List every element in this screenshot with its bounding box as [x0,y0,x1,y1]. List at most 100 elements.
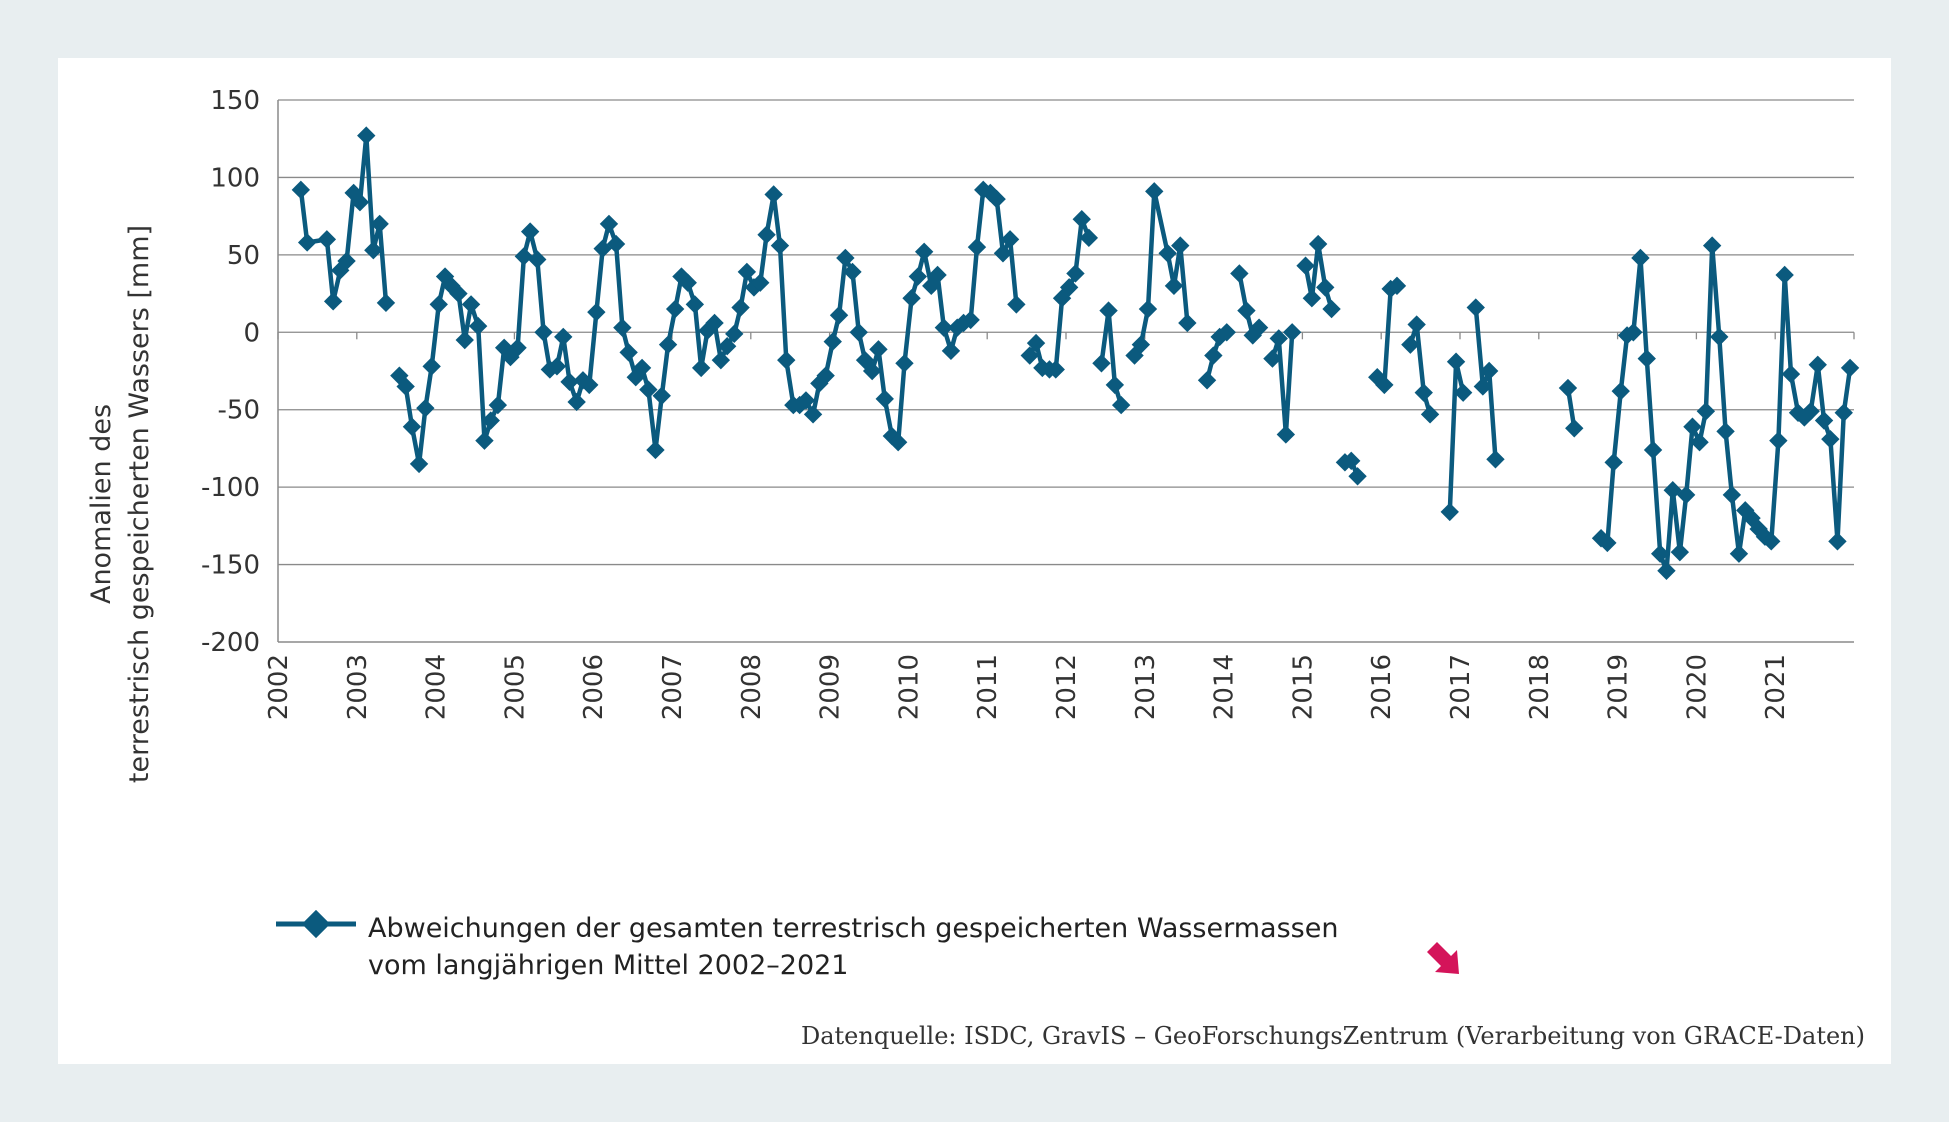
x-tick-label: 2009 [816,654,846,720]
data-point [764,185,783,204]
x-tick-label: 2013 [1131,654,1161,720]
data-point [461,295,481,314]
data-point [928,265,947,285]
data-point [717,337,737,356]
x-tick-label: 2018 [1525,654,1555,720]
data-point [1637,349,1656,368]
data-point [967,237,987,257]
series-points [291,126,1860,580]
x-tick-label: 2014 [1210,654,1240,720]
data-point [1604,453,1623,472]
data-point [1420,405,1440,424]
y-tick-label: 150 [210,86,260,116]
data-point [1007,295,1026,314]
data-point [1171,236,1190,255]
data-point [1269,329,1288,348]
data-point [914,242,934,261]
x-tick-label: 2015 [1288,654,1318,720]
data-point [849,323,868,342]
data-point [1059,278,1079,297]
data-point [409,454,429,474]
data-point [488,395,508,415]
data-point [475,431,494,450]
data-point [534,323,553,342]
data-point [323,292,343,311]
data-point [796,391,816,410]
legend-swatch [276,910,356,939]
data-point [1598,533,1617,553]
series-line [1447,359,1466,512]
x-tick-labels: 2002 2003 2004 2005 2006 2007 2008 2009 2010 2011… [264,654,1791,720]
data-point [560,372,579,392]
data-point [1729,544,1749,563]
data-point [691,358,711,378]
series-lines [298,133,1853,574]
data-point [757,225,776,244]
data-point [1000,230,1020,249]
data-point [455,330,474,350]
data-point [934,318,954,337]
y-axis-label-line1: Anomalien des [86,404,117,604]
data-point [1046,360,1065,379]
data-point [1342,451,1361,471]
data-point [1308,234,1328,254]
data-point [770,236,790,255]
x-tick-label: 2016 [1367,654,1397,720]
data-point [843,262,862,282]
x-tick-label: 2017 [1446,654,1476,720]
series-line [1473,307,1498,460]
data-point [1072,210,1091,229]
series-line [1408,322,1433,416]
data-point [725,324,744,344]
data-point [829,306,849,325]
data-point [1204,346,1223,365]
legend-label: Abweichungen der gesamten terrestrisch g… [368,910,1338,984]
data-point [1217,323,1236,342]
x-tick-label: 2021 [1761,654,1791,720]
data-point [1828,532,1847,551]
data-point [567,392,586,412]
y-tick-label: -50 [218,396,260,426]
data-point [1079,228,1099,248]
data-point [1446,352,1466,371]
x-tick-label: 2004 [422,654,452,720]
data-point [908,267,928,286]
data-point [737,262,757,282]
axes [277,100,1855,643]
data-point [1775,265,1794,285]
x-tick-label: 2003 [343,654,373,720]
data-point [429,295,448,314]
data-point [888,433,908,452]
data-point [364,241,383,260]
data-point [1249,318,1269,337]
x-tick-label: 2008 [737,654,767,720]
data-point [1611,381,1630,401]
x-tick-label: 2002 [264,654,294,720]
data-point [711,350,731,370]
y-tick-label: 0 [243,318,260,348]
data-point [1414,383,1433,402]
data-point [1690,433,1709,452]
series-line [1132,189,1190,357]
data-point [1696,402,1716,421]
data-point [1479,361,1499,381]
pink-arrow-down-right-icon[interactable] [1421,936,1465,980]
data-point [599,214,619,234]
data-point [1158,244,1177,263]
data-point [520,222,540,241]
data-point [606,234,626,254]
data-point [993,244,1013,263]
data-point [678,273,697,292]
data-point [554,327,573,347]
data-point [402,417,422,436]
legend: Abweichungen der gesamten terrestrisch g… [276,910,1338,984]
data-point [1702,236,1722,255]
data-point [836,248,855,268]
data-point [902,289,921,308]
data-point [1348,467,1367,486]
x-tick-label: 2005 [500,654,530,720]
data-point [317,230,337,249]
data-point [370,214,389,234]
data-point [1302,289,1322,308]
data-point [823,332,842,351]
